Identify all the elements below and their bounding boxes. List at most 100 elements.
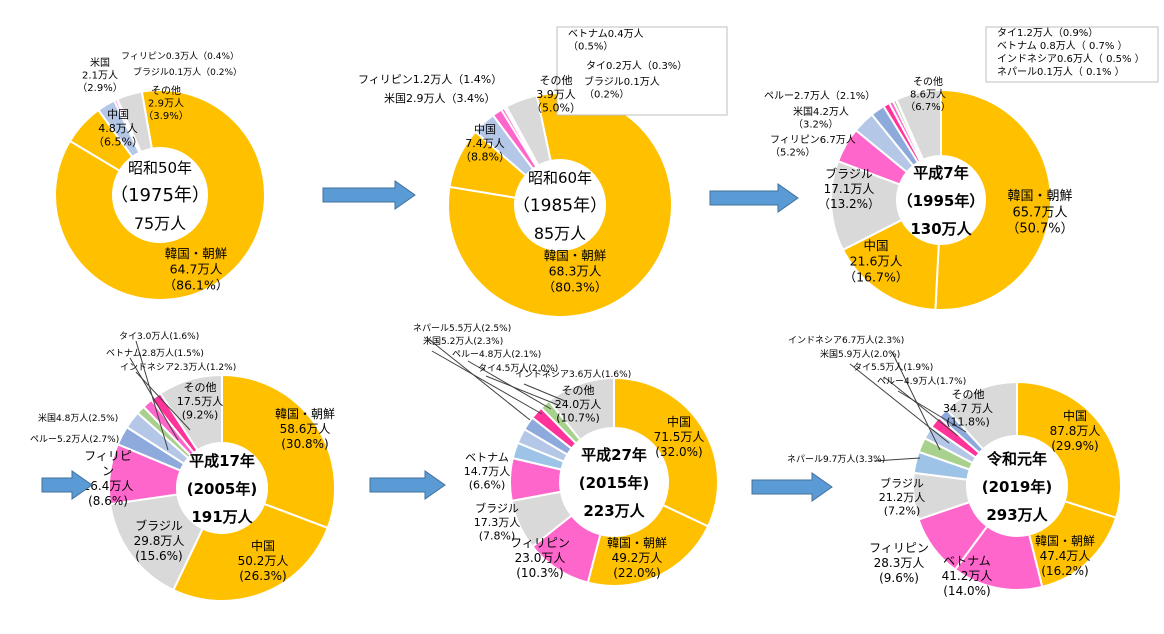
label-other: その他 24.0万人(10.7%) bbox=[555, 384, 602, 425]
label-philippines: フィリピン1.2万人（1.4%） bbox=[358, 73, 502, 86]
label-china: 中国 71.5万人(32.0%) bbox=[654, 414, 705, 459]
arrow-right-icon bbox=[751, 472, 833, 502]
center-year-label: （1985年） bbox=[513, 196, 607, 216]
center-era-label: 平成17年 bbox=[189, 452, 255, 470]
leader-line bbox=[135, 371, 191, 431]
label-usa: 米国4.8万人(2.5%) bbox=[38, 412, 118, 424]
label-brazil: ブラジル 29.8万人(15.6%) bbox=[134, 518, 185, 563]
leader-line bbox=[485, 375, 559, 406]
label-usa: 米国5.2万人(2.3%) bbox=[423, 335, 503, 347]
center-year-label: （1975年） bbox=[110, 185, 210, 206]
label-vietnam: ベトナム 0.8万人（ 0.7% ） bbox=[997, 40, 1128, 52]
label-usa: 米国 2.1万人（2.9%） bbox=[77, 56, 122, 94]
label-other: その他 17.5万人(9.2%) bbox=[177, 381, 224, 422]
slice-korea bbox=[221, 373, 336, 530]
label-peru: ペルー4.9万人(1.7%) bbox=[877, 376, 966, 387]
label-korea: 韓国・朝鮮 49.2万人(22.0%) bbox=[607, 536, 667, 580]
label-brazil: ブラジル 17.1万人（13.2%） bbox=[818, 166, 880, 211]
leader-line bbox=[873, 457, 921, 462]
arrow-right-icon bbox=[41, 470, 93, 500]
label-nepal: ネパール5.5万人(2.5%) bbox=[413, 323, 511, 334]
label-other: その他 34.7 万人(11.8%) bbox=[943, 388, 993, 429]
slice-other bbox=[116, 90, 153, 154]
label-china: 中国 21.6万人（16.7%） bbox=[844, 238, 909, 284]
label-peru: ペルー4.8万人(2.1%) bbox=[452, 349, 541, 360]
center-year-label: （1995年） bbox=[898, 192, 985, 210]
label-thailand: タイ1.2万人（0.9%） bbox=[997, 27, 1098, 39]
center-total-label: 85万人 bbox=[534, 224, 586, 243]
center-total-label: 223万人 bbox=[583, 502, 645, 520]
arrow-right-icon bbox=[369, 470, 446, 500]
label-peru: ペルー5.2万人(2.7%) bbox=[30, 434, 119, 445]
slice-china bbox=[172, 502, 330, 602]
slice-korea bbox=[54, 89, 266, 301]
label-other: その他 8.6万人（6.7%） bbox=[905, 75, 950, 113]
label-indonesia: インドネシア3.6万人(1.6%) bbox=[515, 369, 631, 380]
leader-line bbox=[897, 390, 967, 433]
label-usa: 米国2.9万人（3.4%） bbox=[384, 92, 495, 105]
label-brazil: ブラジル0.1万人（0.2%） bbox=[133, 66, 242, 78]
center-era-label: 平成7年 bbox=[913, 164, 968, 182]
label-vietnam: ベトナム 41.2万人(14.0%) bbox=[942, 554, 993, 598]
label-thailand: タイ4.5万人(2.0%) bbox=[478, 363, 558, 374]
label-nepal: ネパール0.1万人（ 0.1% ） bbox=[997, 66, 1125, 78]
arrow-right-icon bbox=[322, 180, 416, 210]
leader-line bbox=[883, 376, 959, 437]
label-korea: 韓国・朝鮮 64.7万人（86.1%） bbox=[164, 246, 229, 292]
slice-brazil bbox=[109, 493, 204, 592]
label-brazil: ブラジル 17.3万人(7.8%) bbox=[474, 501, 521, 543]
callout-box bbox=[556, 26, 728, 116]
slice-korea bbox=[447, 92, 673, 318]
label-other: その他 3.9万人（5.0%） bbox=[531, 74, 581, 115]
leader-line bbox=[425, 336, 531, 421]
slice-other bbox=[945, 380, 1018, 451]
label-vietnam: ベトナム2.8万人(1.5%) bbox=[106, 348, 204, 359]
label-nepal: ネパール9.7万人(3.3%) bbox=[787, 454, 885, 465]
callout-box bbox=[985, 26, 1159, 83]
slice-other bbox=[547, 376, 615, 442]
center-year-label: (2015年) bbox=[579, 474, 649, 492]
label-thailand: タイ0.2万人（0.3%） bbox=[586, 60, 687, 72]
label-peru: ペルー2.7万人（2.1%） bbox=[764, 90, 875, 102]
leader-line bbox=[129, 357, 179, 441]
label-china: 中国 87.8万人(29.9%) bbox=[1050, 408, 1101, 453]
label-thailand: タイ3.0万人(1.6%) bbox=[119, 331, 199, 342]
label-thailand: タイ5.5万人(1.9%) bbox=[853, 362, 933, 373]
label-vietnam: ベトナム 14.7万人(6.6%) bbox=[464, 451, 511, 492]
center-total-label: 191万人 bbox=[191, 508, 253, 526]
slice-china bbox=[613, 376, 719, 528]
label-korea: 韓国・朝鮮 58.6万人(30.8%) bbox=[275, 407, 335, 451]
label-korea: 韓国・朝鮮 68.3万人（80.3%） bbox=[543, 248, 608, 294]
donut-chart-4: 平成17年 (2005年) 191万人 韓国・朝鮮 58.6万人(30.8%) 中国 50.… bbox=[30, 331, 336, 602]
slice-korea bbox=[934, 88, 1052, 311]
donut-chart-5: 平成27年 (2015年) 223万人 中国 71.5万人(32.0%) 韓国・朝鮮 49.… bbox=[413, 323, 719, 587]
label-brazil: ブラジル0.1万人（0.2%） bbox=[584, 75, 660, 101]
label-philippines: フィリピン 23.0万人(10.3%) bbox=[510, 536, 570, 580]
label-indonesia: インドネシア0.6万人（ 0.5% ） bbox=[997, 53, 1145, 65]
donut-chart-3: 平成7年 （1995年） 130万人 韓国・朝鮮 65.7万人（50.7%） 中国 21.6… bbox=[764, 26, 1159, 311]
center-era-label: 昭和50年 bbox=[128, 159, 192, 177]
arrow-right-icon bbox=[709, 183, 799, 213]
label-other: その他 2.9万人（3.9%） bbox=[143, 84, 188, 122]
leader-line bbox=[891, 351, 941, 451]
label-china: 中国 50.2万人(26.3%) bbox=[238, 538, 289, 583]
label-indonesia: インドネシア2.3万人(1.2%) bbox=[120, 362, 236, 373]
label-philippines: フィリピン0.3万人（0.4%） bbox=[121, 51, 239, 62]
slice-other bbox=[895, 88, 942, 162]
center-year-label: (2005年) bbox=[187, 480, 257, 498]
label-china: 中国 4.8万人（6.5%） bbox=[93, 108, 143, 149]
center-total-label: 293万人 bbox=[986, 506, 1048, 524]
leader-line bbox=[523, 383, 566, 402]
slice-china bbox=[1016, 380, 1122, 519]
label-philippines: フィリピン 16.4万人(8.6%) bbox=[83, 449, 134, 508]
slice-china bbox=[841, 218, 940, 311]
leader-line bbox=[849, 363, 950, 444]
slice-other bbox=[504, 94, 552, 167]
label-china: 中国 7.4万人（8.8%） bbox=[460, 123, 510, 164]
label-indonesia: インドネシア6.7万人(2.3%) bbox=[788, 335, 904, 346]
donut-chart-6: 令和元年 (2019年) 293万人 中国 87.8万人(29.9%) 韓国・朝鮮 47.4… bbox=[787, 335, 1122, 598]
center-era-label: 令和元年 bbox=[987, 450, 1047, 468]
center-total-label: 75万人 bbox=[134, 214, 186, 233]
